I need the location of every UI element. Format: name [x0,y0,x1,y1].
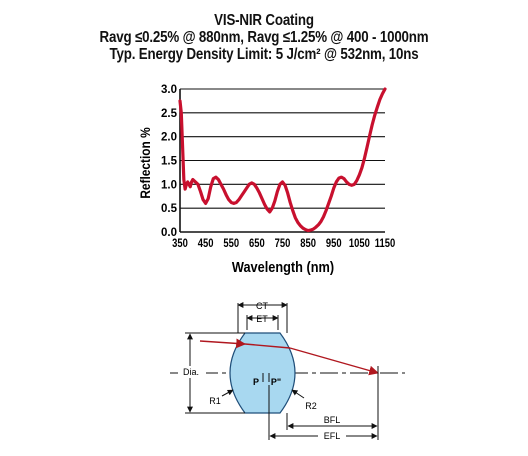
x-tick-label: 950 [326,237,342,250]
chart-grid [179,88,385,233]
x-tick-label: 550 [223,237,239,250]
y-axis-label: Reflection % [137,127,153,199]
y-tick-labels: 0.0 0.5 1.0 1.5 2.0 2.5 3.0 [161,84,178,239]
bfl-label: BFL [324,415,341,425]
y-tick-label: 1.0 [161,179,177,191]
x-tick-label: 650 [249,237,265,250]
ct-label: CT [256,301,268,311]
y-tick-label: 2.0 [161,132,177,144]
y-tick-label: 0.0 [161,227,177,239]
efl-label: EFL [324,431,341,441]
r1-leader [221,389,234,397]
r1-label: R1 [209,396,221,406]
x-tick-label: 1150 [375,237,396,250]
x-tick-label: 350 [172,237,188,250]
x-tick-labels: 350 450 550 650 750 850 950 1050 1150 [172,237,395,250]
y-tick-label: 0.5 [161,203,178,215]
dia-label-bg [178,366,206,378]
reflection-chart: 0.0 0.5 1.0 1.5 2.0 2.5 3.0 350 450 550 650 750 850… [137,84,395,275]
chart-subtitle-energy: Typ. Energy Density Limit: 5 J/cm² @ 532… [109,46,419,63]
x-tick-label: 850 [300,237,316,250]
dia-label: Dia. [183,367,199,377]
r2-label: R2 [305,401,317,411]
refracted-ray [244,343,291,349]
y-tick-label: 1.5 [161,156,178,168]
et-label: ET [256,314,268,324]
y-tick-label: 3.0 [161,84,177,96]
x-tick-label: 450 [198,237,214,250]
incoming-ray [199,338,246,349]
x-tick-label: 1050 [349,237,370,250]
chart-titles: VIS-NIR Coating Ravg ≤0.25% @ 880nm, Rav… [0,12,528,63]
x-axis-label: Wavelength (nm) [232,258,334,275]
x-tick-label: 750 [275,237,291,250]
efl-label-bg [318,431,346,441]
reflection-curve [178,87,387,233]
principal-point-label: P [253,377,259,387]
principal-point-prime-label: P" [271,377,281,387]
chart-subtitle-reflectance: Ravg ≤0.25% @ 880nm, Ravg ≤1.25% @ 400 -… [99,29,429,46]
chart-title: VIS-NIR Coating [214,12,314,29]
y-tick-label: 2.5 [161,108,178,120]
r2-leader [291,389,305,399]
outgoing-ray [289,347,379,376]
